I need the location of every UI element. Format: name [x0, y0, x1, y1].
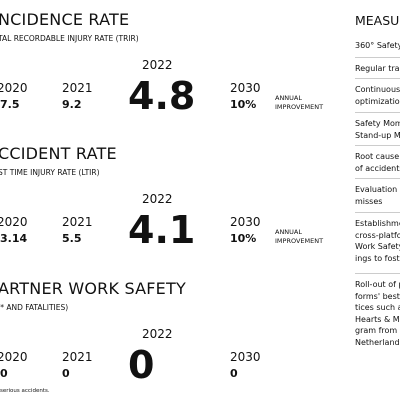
year-value: 7.5 [0, 98, 20, 111]
year-label: 2021 [62, 81, 93, 95]
year-label: 2020 [0, 81, 28, 95]
year-value: 10% [230, 232, 257, 245]
year-value: 0 [0, 367, 8, 380]
big-value: 4.1 [128, 208, 196, 252]
year-value: 0 [230, 367, 238, 380]
measure-item: tices such a [355, 303, 400, 313]
year-label: 2020 [0, 215, 28, 229]
measure-item: gram from l [355, 326, 400, 336]
measures-title: MEASUR [355, 13, 400, 28]
separator [355, 273, 400, 274]
separator [355, 212, 400, 213]
year-label: 2022 [142, 58, 173, 72]
note: ANNUAL [275, 228, 302, 236]
separator [355, 78, 400, 79]
year-label: 2022 [142, 192, 173, 206]
separator [355, 112, 400, 113]
big-value: 4.8 [128, 74, 196, 118]
footnote: serious accidents. [0, 388, 50, 394]
year-label: 2030 [230, 81, 261, 95]
section-subtitle: TAL RECORDABLE INJURY RATE (TRIR) [0, 34, 139, 43]
measure-item: Safety Mom [355, 119, 400, 128]
measure-item: Regular tra [355, 64, 400, 73]
section-title: CCIDENT RATE [0, 144, 117, 163]
separator [355, 145, 400, 146]
section-title: ARTNER WORK SAFETY [0, 279, 186, 298]
year-value: 10% [230, 98, 257, 111]
measure-item: cross-platfo [355, 230, 400, 240]
note: IMPROVEMENT [275, 103, 324, 111]
section-title: NCIDENCE RATE [0, 10, 130, 29]
measure-item: Netherlands [355, 338, 400, 347]
big-value: 0 [128, 343, 155, 387]
year-label: 2021 [62, 350, 93, 364]
year-label: 2021 [62, 215, 93, 229]
separator [355, 178, 400, 179]
year-value: 3.14 [0, 232, 28, 245]
year-label: 2022 [142, 327, 173, 341]
measure-item: Root cause [355, 152, 400, 161]
measure-item: Continuous [355, 85, 400, 94]
year-label: 2030 [230, 215, 261, 229]
measure-item: Work Safety [355, 242, 400, 252]
year-value: 9.2 [62, 98, 82, 111]
year-label: 2030 [230, 350, 261, 364]
measure-item: misses [355, 196, 383, 206]
note: ANNUAL [275, 94, 302, 102]
measure-item: Evaluation of [355, 185, 400, 194]
measure-item: optimization [355, 96, 400, 106]
measure-item: Roll-out of p [355, 280, 400, 289]
measure-item: of accidents [355, 163, 400, 173]
measure-item: Establishme [355, 219, 400, 228]
separator [355, 57, 400, 58]
section-subtitle: I* AND FATALITIES) [0, 303, 69, 312]
measure-item: forms' best [355, 291, 400, 301]
note: IMPROVEMENT [275, 237, 324, 245]
year-label: 2020 [0, 350, 28, 364]
measure-item: Stand-up M [355, 130, 400, 140]
measure-item: ings to foste [355, 253, 400, 263]
year-value: 5.5 [62, 232, 82, 245]
measure-item: 360° Safety [355, 41, 400, 50]
year-value: 0 [62, 367, 70, 380]
measure-item: Hearts & Mi [355, 314, 400, 324]
section-subtitle: ST TIME INJURY RATE (LTIR) [0, 168, 100, 177]
